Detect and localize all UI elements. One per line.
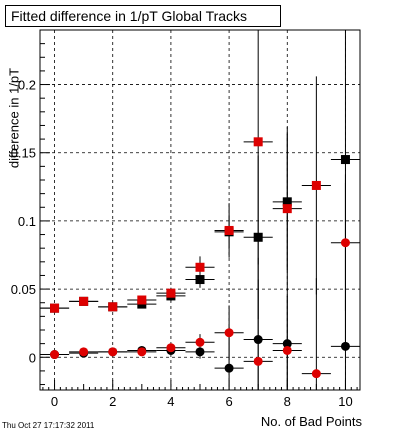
- data-point-square: [224, 225, 234, 235]
- axis-ticks: [40, 29, 358, 390]
- data-point-circle: [253, 335, 263, 345]
- data-point-circle: [253, 356, 263, 366]
- y-tick-label-4: 0.2: [18, 78, 36, 93]
- data-point-circle: [195, 347, 205, 357]
- x-tick-label-0: 0: [51, 394, 58, 409]
- data-point-circle: [166, 343, 176, 353]
- data-point-circle: [195, 337, 205, 347]
- data-point-circle: [282, 345, 292, 355]
- data-point-square: [195, 262, 205, 272]
- data-point-circle: [137, 347, 147, 357]
- data-point-circle: [311, 369, 321, 379]
- data-point-circle: [79, 347, 89, 357]
- chart-title: Fitted difference in 1/pT Global Tracks: [5, 5, 281, 27]
- error-bars: [40, 30, 360, 390]
- data-point-circle: [340, 238, 350, 248]
- data-point-circle: [108, 347, 118, 357]
- data-point-square: [166, 288, 176, 298]
- y-axis-label: difference in 1/pT: [6, 67, 22, 169]
- x-tick-label-2: 4: [167, 394, 174, 409]
- data-point-square: [282, 197, 292, 207]
- data-point-square: [50, 303, 60, 313]
- y-tick-label-1: 0.05: [11, 282, 36, 297]
- y-tick-label-2: 0.1: [18, 214, 36, 229]
- data-point-circle: [282, 339, 292, 349]
- data-point-square: [79, 296, 89, 306]
- data-point-square: [137, 295, 147, 305]
- y-tick-label-3: 0.15: [11, 146, 36, 161]
- data-point-circle: [50, 350, 60, 360]
- data-point-circle: [224, 363, 234, 373]
- data-point-circle: [224, 328, 234, 338]
- x-tick-label-3: 6: [225, 394, 232, 409]
- data-point-square: [282, 204, 292, 214]
- y-tick-label-0: 0: [29, 350, 36, 365]
- data-point-square: [311, 180, 321, 190]
- data-point-square: [253, 137, 263, 147]
- data-markers: [50, 137, 350, 379]
- data-point-square: [108, 302, 118, 312]
- data-point-square: [195, 275, 205, 285]
- x-tick-label-1: 2: [109, 394, 116, 409]
- x-tick-label-4: 8: [284, 394, 291, 409]
- data-point-square: [253, 232, 263, 242]
- x-tick-label-5: 10: [338, 394, 352, 409]
- footer-timestamp: Thu Oct 27 17:17:32 2011: [2, 421, 95, 430]
- data-point-circle: [340, 341, 350, 351]
- data-point-square: [340, 155, 350, 165]
- tick-labels: 0 2 4 6 8 10 0 0.05 0.1 0.15 0.2: [11, 78, 353, 409]
- x-axis-label: No. of Bad Points: [260, 414, 362, 429]
